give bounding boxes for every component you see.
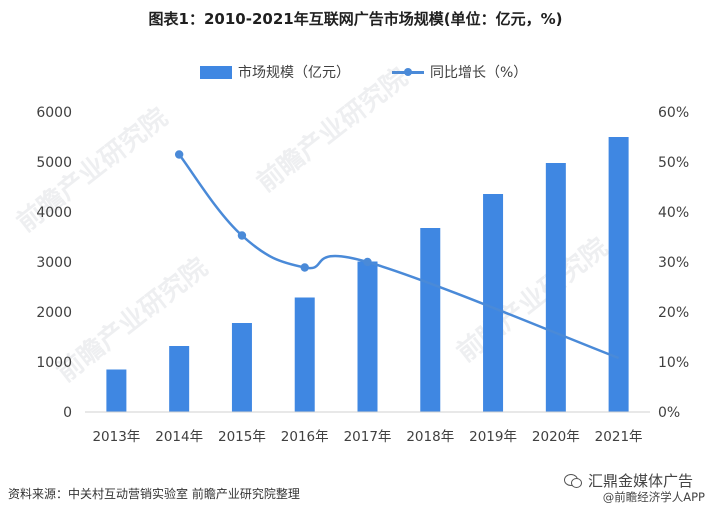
x-tick-label: 2021年 <box>595 429 643 445</box>
x-tick-label: 2018年 <box>406 429 454 445</box>
legend-item-market-size[interactable]: 市场规模（亿元） <box>200 62 350 82</box>
bar-2018年 <box>420 228 441 412</box>
left-tick-label: 0 <box>63 405 72 421</box>
right-tick-label: 10% <box>658 355 689 371</box>
growth-point-2015年 <box>237 231 247 240</box>
growth-point-2017年 <box>363 257 372 267</box>
bar-2017年 <box>357 261 378 412</box>
right-tick-label: 30% <box>658 255 689 271</box>
footer-brand: 汇鼎金媒体广告 <box>563 470 693 491</box>
right-tick-label: 50% <box>658 155 689 171</box>
chart-title: 图表1：2010-2021年互联网广告市场规模(单位：亿元，%) <box>148 10 563 28</box>
growth-point-2016年 <box>300 263 309 272</box>
bar-2019年 <box>483 194 504 412</box>
x-tick-label: 2019年 <box>469 429 517 445</box>
bar-2015年 <box>231 323 252 412</box>
legend-label-growth: 同比增长（%） <box>430 65 528 81</box>
growth-line <box>178 153 620 360</box>
footer-brand-text: 汇鼎金媒体广告 <box>587 472 693 490</box>
left-tick-label: 2000 <box>36 305 72 321</box>
legend-line-swatch <box>392 66 424 78</box>
bar-2016年 <box>294 297 315 412</box>
legend-bar-swatch <box>200 65 232 79</box>
legend-label-market-size: 市场规模（亿元） <box>238 65 350 81</box>
x-tick-label: 2017年 <box>344 429 392 445</box>
left-tick-label: 5000 <box>36 155 72 171</box>
left-tick-label: 3000 <box>36 255 72 271</box>
x-tick-label: 2014年 <box>155 429 203 445</box>
legend-item-growth[interactable]: 同比增长（%） <box>392 62 527 82</box>
x-tick-label: 2020年 <box>532 429 580 445</box>
wechat-icon <box>563 473 582 488</box>
bar-2021年 <box>608 137 629 412</box>
source-note: 资料来源：中关村互动营销实验室 前瞻产业研究院整理 <box>8 487 300 501</box>
left-tick-label: 1000 <box>36 355 72 371</box>
right-tick-label: 20% <box>658 305 689 321</box>
left-tick-label: 4000 <box>36 205 72 221</box>
bar-2013年 <box>106 369 127 412</box>
bar-2014年 <box>169 346 190 412</box>
bar-2020年 <box>545 163 566 412</box>
legend: 市场规模（亿元） 同比增长（%） <box>0 62 711 82</box>
x-tick-label: 2013年 <box>92 429 140 445</box>
x-tick-label: 2015年 <box>218 429 266 445</box>
growth-point-2014年 <box>174 150 184 159</box>
left-tick-label: 6000 <box>36 105 72 121</box>
right-tick-label: 40% <box>658 205 689 221</box>
x-tick-label: 2016年 <box>281 429 329 445</box>
right-tick-label: 60% <box>658 105 689 121</box>
footer-sub: @前瞻经济学人APP <box>602 490 705 504</box>
right-tick-label: 0% <box>658 405 680 421</box>
